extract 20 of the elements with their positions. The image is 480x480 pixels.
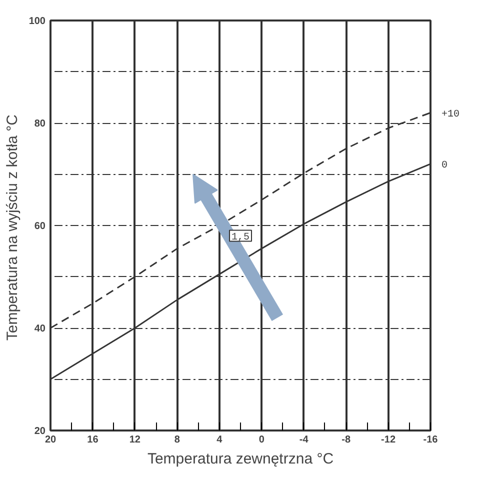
y-tick-label: 100: [28, 16, 46, 27]
x-tick-label: -4: [299, 434, 309, 446]
y-tick-label: 80: [34, 118, 46, 130]
annotation: 1,5: [232, 232, 250, 244]
y-tick-label: 20: [34, 426, 46, 437]
y-axis-title: Temperatura na wyjściu z kotła °C: [4, 114, 21, 341]
x-tick-label: -12: [381, 434, 396, 446]
x-tick-label: 8: [174, 434, 180, 446]
y-tick-label: 40: [34, 324, 46, 334]
x-tick-label: -8: [342, 434, 351, 446]
x-tick-label: 16: [87, 434, 99, 446]
y-tick-label: 60: [34, 221, 46, 232]
series-label: +10: [442, 109, 460, 120]
series-label: 0: [442, 160, 448, 172]
x-tick-label: 20: [44, 434, 56, 446]
x-tick-label: -16: [423, 434, 438, 446]
x-tick-label: 0: [258, 434, 265, 446]
x-axis-title: Temperatura zewnętrzna °C: [147, 450, 334, 468]
x-tick-label: 4: [216, 434, 223, 446]
x-tick-label: 12: [129, 434, 141, 446]
